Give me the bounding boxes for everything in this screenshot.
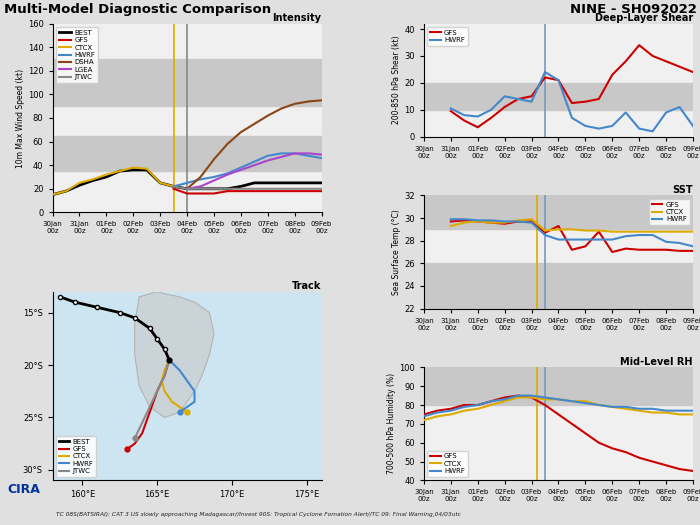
Bar	[424, 264, 693, 309]
Bar	[52, 59, 321, 106]
Text: CIRA: CIRA	[7, 483, 40, 496]
Text: NINE - SH092022: NINE - SH092022	[570, 3, 696, 16]
Text: TC 08S(BATSIRAI): CAT 3 US slowly approaching Madagascar//Invest 90S: Tropical C: TC 08S(BATSIRAI): CAT 3 US slowly approa…	[56, 512, 461, 517]
Bar	[424, 195, 693, 229]
Bar	[52, 135, 321, 171]
Legend: GFS, CTCX, HWRF: GFS, CTCX, HWRF	[649, 199, 689, 225]
Text: Intensity: Intensity	[272, 13, 321, 23]
Y-axis label: 10m Max Wind Speed (kt): 10m Max Wind Speed (kt)	[16, 68, 25, 167]
Text: Deep-Layer Shear: Deep-Layer Shear	[595, 13, 693, 23]
Bar	[424, 83, 693, 110]
Y-axis label: Sea Surface Temp (°C): Sea Surface Temp (°C)	[393, 209, 402, 295]
Text: Mid-Level RH: Mid-Level RH	[620, 356, 693, 366]
Legend: GFS, HWRF: GFS, HWRF	[428, 27, 468, 46]
Legend: GFS, CTCX, HWRF: GFS, CTCX, HWRF	[428, 450, 468, 477]
Legend: BEST, GFS, CTCX, HWRF, JTWC: BEST, GFS, CTCX, HWRF, JTWC	[56, 436, 97, 477]
Bar	[424, 368, 693, 405]
Text: Multi-Model Diagnostic Comparison: Multi-Model Diagnostic Comparison	[4, 3, 271, 16]
Y-axis label: 200-850 hPa Shear (kt): 200-850 hPa Shear (kt)	[393, 36, 402, 124]
Y-axis label: 700-500 hPa Humidity (%): 700-500 hPa Humidity (%)	[387, 373, 396, 475]
Text: SST: SST	[673, 185, 693, 195]
Legend: BEST, GFS, CTCX, HWRF, DSHA, LGEA, JTWC: BEST, GFS, CTCX, HWRF, DSHA, LGEA, JTWC	[56, 27, 99, 83]
Polygon shape	[134, 291, 214, 417]
Text: Track: Track	[292, 281, 321, 291]
